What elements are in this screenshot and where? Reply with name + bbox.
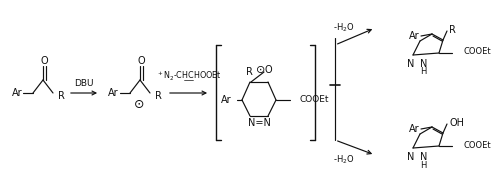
Text: $^+$N$_2$-CHCHOOEt: $^+$N$_2$-CHCHOOEt xyxy=(156,69,222,83)
Text: DBU: DBU xyxy=(74,80,94,89)
Text: ⊙: ⊙ xyxy=(134,98,144,111)
Text: O: O xyxy=(40,56,48,66)
Text: R: R xyxy=(449,25,456,35)
Text: O: O xyxy=(137,56,145,66)
Text: -H$_2$O: -H$_2$O xyxy=(334,154,355,166)
Text: N=N: N=N xyxy=(248,118,270,128)
Text: H: H xyxy=(420,161,426,169)
Text: Ar: Ar xyxy=(410,31,420,41)
Text: Ar: Ar xyxy=(410,124,420,134)
Text: COOEt: COOEt xyxy=(299,96,328,105)
Text: O: O xyxy=(264,65,272,75)
Text: N: N xyxy=(408,152,414,162)
Text: COOEt: COOEt xyxy=(464,142,491,150)
Text: R: R xyxy=(155,91,162,101)
Text: Ar: Ar xyxy=(222,95,232,105)
Text: R: R xyxy=(246,67,252,77)
Text: N: N xyxy=(420,59,428,69)
Text: N: N xyxy=(420,152,428,162)
Text: H: H xyxy=(420,68,426,77)
Text: -H$_2$O: -H$_2$O xyxy=(334,22,355,34)
Text: Ar: Ar xyxy=(12,88,22,98)
Text: Ar: Ar xyxy=(108,88,118,98)
Text: COOEt: COOEt xyxy=(464,48,491,56)
Text: R: R xyxy=(58,91,65,101)
Text: ⊙: ⊙ xyxy=(256,65,266,75)
Text: N: N xyxy=(408,59,414,69)
Text: OH: OH xyxy=(449,118,464,128)
